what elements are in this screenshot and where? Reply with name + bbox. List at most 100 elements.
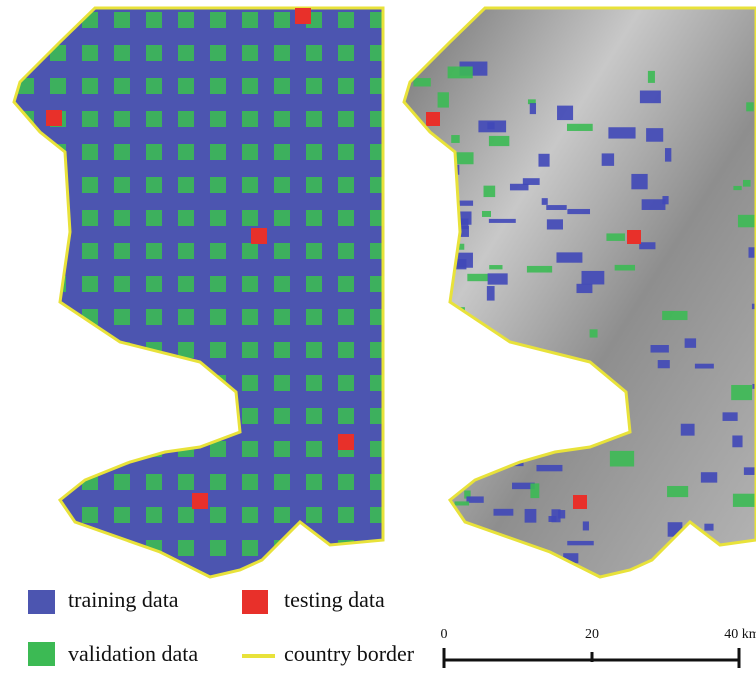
area-patch xyxy=(210,45,226,61)
area-patch xyxy=(567,124,593,131)
area-patch xyxy=(178,45,194,61)
area-patch xyxy=(306,342,322,358)
area-patch xyxy=(274,276,290,292)
area-patch xyxy=(406,153,434,157)
area-patch xyxy=(18,276,34,292)
right-map xyxy=(390,0,756,580)
area-patch xyxy=(434,385,462,392)
area-patch xyxy=(18,441,34,457)
area-patch xyxy=(567,209,590,214)
area-patch xyxy=(536,465,562,471)
area-patch xyxy=(448,476,454,482)
area-patch xyxy=(50,78,66,94)
area-patch xyxy=(701,472,717,482)
area-patch xyxy=(455,501,470,505)
area-patch xyxy=(648,71,655,83)
area-patch xyxy=(82,45,98,61)
area-patch xyxy=(242,78,258,94)
area-patch xyxy=(210,210,226,226)
area-patch xyxy=(743,180,751,187)
area-patch xyxy=(210,342,226,358)
area-patch xyxy=(651,345,669,353)
area-patch xyxy=(557,106,573,120)
area-patch xyxy=(723,412,738,421)
area-patch xyxy=(306,540,322,556)
area-patch xyxy=(242,111,258,127)
area-patch xyxy=(50,540,66,556)
area-patch xyxy=(146,507,162,523)
scale-bar xyxy=(443,648,740,668)
legend-swatch xyxy=(28,590,55,614)
area-patch xyxy=(409,168,436,177)
area-patch xyxy=(451,135,459,143)
area-patch xyxy=(610,451,634,467)
area-patch xyxy=(428,532,453,542)
area-patch xyxy=(583,521,589,530)
area-patch xyxy=(18,342,34,358)
area-patch xyxy=(82,441,98,457)
area-patch xyxy=(18,45,34,61)
area-patch xyxy=(546,205,566,210)
area-patch xyxy=(488,273,508,284)
area-patch xyxy=(18,540,34,556)
area-patch xyxy=(413,78,430,86)
area-patch xyxy=(178,309,194,325)
area-patch xyxy=(306,276,322,292)
area-patch xyxy=(436,530,460,539)
area-patch xyxy=(242,309,258,325)
legend-label: testing data xyxy=(284,587,385,612)
area-patch xyxy=(338,408,354,424)
area-patch xyxy=(82,177,98,193)
area-patch xyxy=(178,12,194,28)
area-patch xyxy=(82,540,98,556)
area-patch xyxy=(50,375,66,391)
area-patch xyxy=(178,474,194,490)
area-patch xyxy=(178,78,194,94)
area-patch xyxy=(576,284,592,293)
area-patch xyxy=(50,507,66,523)
area-patch xyxy=(178,243,194,259)
area-patch xyxy=(274,375,290,391)
area-patch xyxy=(338,474,354,490)
area-patch xyxy=(210,111,226,127)
area-patch xyxy=(242,408,258,424)
area-patch xyxy=(665,148,671,162)
area-patch xyxy=(440,237,448,242)
legend-swatch xyxy=(28,642,55,666)
area-patch xyxy=(210,474,226,490)
area-patch xyxy=(82,507,98,523)
area-patch xyxy=(407,192,424,206)
test-square xyxy=(627,230,641,244)
area-patch xyxy=(242,177,258,193)
area-patch xyxy=(114,144,130,160)
area-patch xyxy=(274,210,290,226)
area-patch xyxy=(639,242,655,249)
area-patch xyxy=(114,507,130,523)
area-patch xyxy=(146,12,162,28)
scale-label: 0 xyxy=(441,627,448,642)
area-patch xyxy=(178,210,194,226)
area-patch xyxy=(306,474,322,490)
hillshade xyxy=(390,0,756,580)
area-patch xyxy=(668,522,683,536)
area-patch xyxy=(274,507,290,523)
area-patch xyxy=(82,408,98,424)
test-square xyxy=(426,112,440,126)
area-patch xyxy=(525,509,537,523)
area-patch xyxy=(602,153,614,165)
area-patch xyxy=(210,540,226,556)
area-patch xyxy=(50,12,66,28)
area-patch xyxy=(489,136,509,146)
area-patch xyxy=(338,111,354,127)
area-patch xyxy=(435,457,450,471)
area-patch xyxy=(18,408,34,424)
area-patch xyxy=(704,524,713,531)
area-patch xyxy=(274,177,290,193)
area-patch xyxy=(306,309,322,325)
scale-label: 40 km xyxy=(724,627,756,642)
legend: training data testing data validation da… xyxy=(28,587,415,666)
area-patch xyxy=(493,509,513,516)
area-patch xyxy=(338,342,354,358)
area-patch xyxy=(178,375,194,391)
area-patch xyxy=(82,375,98,391)
